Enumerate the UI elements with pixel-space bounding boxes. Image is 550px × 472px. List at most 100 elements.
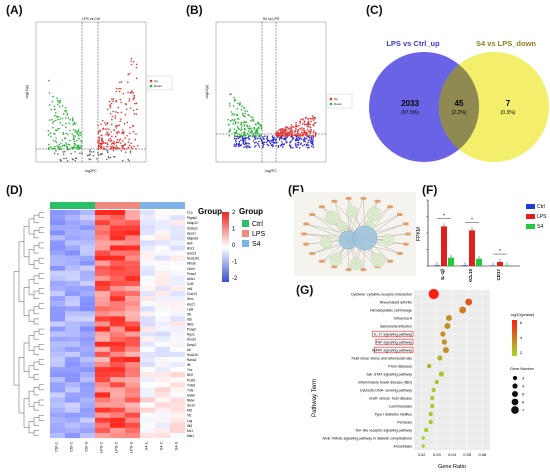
volcano-point <box>69 148 71 150</box>
volcano-point <box>52 95 54 98</box>
volcano-point <box>275 132 278 135</box>
heatmap-cell <box>155 275 170 282</box>
volcano-point <box>53 132 55 135</box>
heatmap-cell <box>65 296 80 302</box>
bar <box>448 257 454 266</box>
heatmap-cell <box>140 306 155 312</box>
gene-label: Dnss2 <box>187 338 196 342</box>
heatmap-cell <box>110 351 125 358</box>
volcano-point <box>106 142 109 144</box>
heatmap-cell <box>65 387 80 393</box>
bar-ylabel: FPKM <box>416 227 422 241</box>
heatmap-cell <box>95 422 110 428</box>
volcano-point <box>304 132 306 135</box>
heatmap-cell <box>80 215 95 221</box>
venn-right-count: 7 <box>506 99 511 108</box>
volcano-point <box>272 144 274 147</box>
volcano-point <box>243 115 245 117</box>
heatmap-cell <box>125 240 140 246</box>
volcano-point <box>277 129 280 132</box>
heatmap-cell <box>50 432 65 439</box>
volcano-point <box>305 132 308 135</box>
volcano-point <box>256 127 258 130</box>
heatmap-cell <box>80 286 95 292</box>
heatmap-cell <box>95 321 110 327</box>
volcano-point <box>247 142 249 145</box>
heatmap-cell <box>170 367 185 373</box>
heatmap-cell <box>50 296 65 302</box>
heatmap-cell <box>170 372 185 378</box>
heatmap-cell <box>125 356 140 363</box>
color-legend-tick: 6 <box>520 320 523 325</box>
volcano-point <box>130 146 133 148</box>
volcano-point <box>284 132 287 135</box>
heatmap-cell <box>140 341 155 347</box>
volcano-point <box>110 135 113 138</box>
heatmap-cell <box>80 427 95 434</box>
heatmap-cell <box>125 260 140 266</box>
volcano-point <box>102 148 105 150</box>
heatmap-cell <box>155 220 170 226</box>
venn-right-title: S4 vs LPS_down <box>476 39 536 48</box>
volcano-point <box>272 142 275 144</box>
volcano-point <box>293 134 295 136</box>
volcano-point <box>237 127 240 130</box>
color-scale-bar <box>222 212 229 282</box>
heatmap-cell <box>110 321 125 327</box>
heatmap-cell <box>125 346 140 352</box>
heatmap-cell <box>95 407 110 413</box>
volcano-point <box>269 142 272 145</box>
volcano-point <box>308 125 310 128</box>
volcano-point <box>314 121 317 124</box>
heatmap-cell <box>140 387 155 393</box>
volcano-point <box>291 138 294 141</box>
volcano-point <box>233 143 236 145</box>
pathway-dot <box>430 403 435 409</box>
volcano-point <box>244 139 246 142</box>
heatmap-cell <box>140 270 155 276</box>
volcano-point <box>300 142 303 144</box>
volcano-point <box>135 102 138 105</box>
bar <box>497 262 503 266</box>
volcano-point <box>74 159 77 162</box>
volcano-point <box>66 145 68 148</box>
volcano-point <box>299 137 302 139</box>
heatmap-cell <box>155 215 170 221</box>
heatmap-cell <box>80 245 95 251</box>
volcano-point <box>118 139 121 142</box>
gene-label: Ifls <box>187 312 191 316</box>
volcano-point <box>71 146 73 149</box>
gene-label: Il1b <box>187 317 192 321</box>
network-node <box>345 268 352 272</box>
volcano-point <box>284 133 287 136</box>
volcano-point <box>282 146 284 148</box>
heatmap-cell <box>125 306 140 312</box>
volcano-point <box>284 130 286 133</box>
pathway-dot <box>441 339 447 345</box>
volcano-point <box>104 128 107 131</box>
bar <box>441 226 447 266</box>
heatmap-cell <box>125 377 140 383</box>
pathway-dot <box>445 315 452 321</box>
heatmap-cell <box>50 417 65 423</box>
heatmap-cell <box>125 422 140 428</box>
volcano-point <box>251 116 254 119</box>
volcano-point <box>243 132 246 134</box>
volcano-point <box>61 124 64 127</box>
heatmap-cell <box>140 331 155 337</box>
venn-left-pct: (97.5%) <box>401 110 419 116</box>
volcano-point <box>307 139 310 142</box>
volcano-point <box>243 133 246 136</box>
heatmap-cell <box>155 422 170 428</box>
heatmap-cell <box>155 427 170 434</box>
volcano-point <box>63 157 65 160</box>
volcano-point <box>76 132 79 135</box>
volcano-point <box>277 144 280 147</box>
volcano-point <box>292 137 295 139</box>
network-node <box>301 232 307 236</box>
volcano-point <box>132 61 135 63</box>
volcano-point <box>240 139 242 141</box>
network-hub <box>352 225 378 251</box>
volcano-point <box>129 152 132 154</box>
volcano-point <box>96 152 99 154</box>
